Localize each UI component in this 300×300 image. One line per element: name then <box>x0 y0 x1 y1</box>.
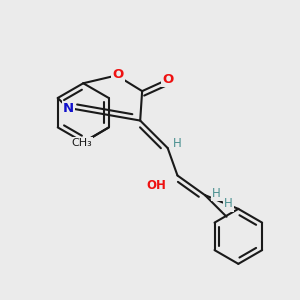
Text: H: H <box>224 197 233 211</box>
Text: O: O <box>162 73 173 86</box>
Text: H: H <box>212 187 221 200</box>
Text: CH₃: CH₃ <box>71 138 92 148</box>
Text: N: N <box>63 102 74 115</box>
Text: OH: OH <box>146 179 166 192</box>
Text: H: H <box>173 136 182 150</box>
Text: O: O <box>112 68 123 81</box>
